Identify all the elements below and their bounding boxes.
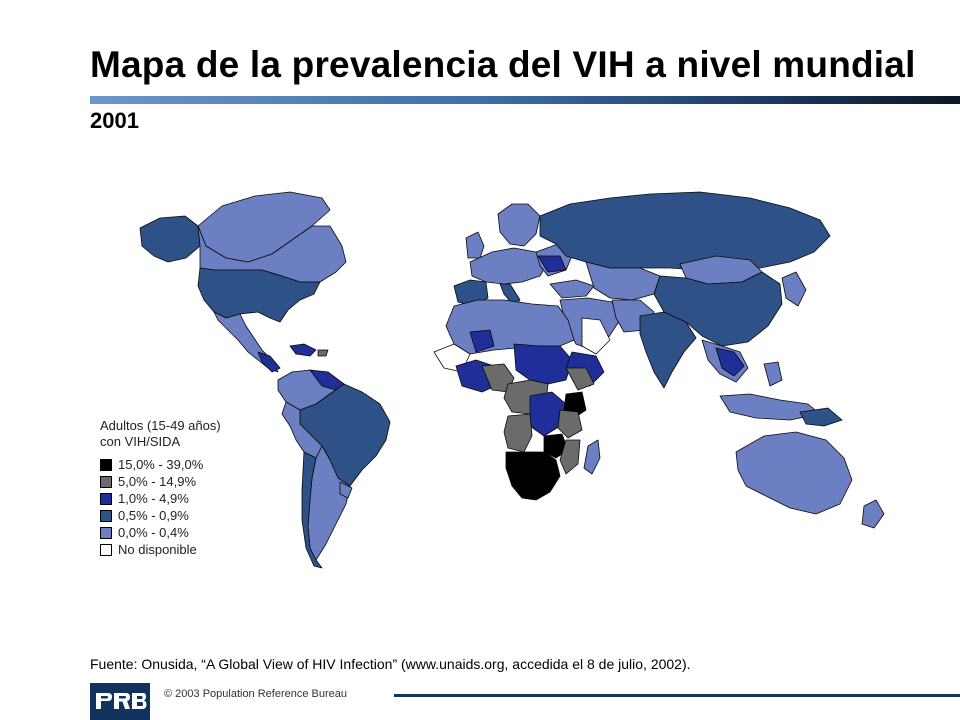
western-europe-region <box>469 247 549 285</box>
legend-item: 1,0% - 4,9% <box>100 490 221 507</box>
korea-japan-region <box>781 271 807 307</box>
source-note: Fuente: Onusida, “A Global View of HIV I… <box>90 656 691 672</box>
legend-swatch <box>100 492 112 505</box>
legend-label: No disponible <box>118 542 197 557</box>
mozambique-medium <box>559 439 581 475</box>
philippines-region <box>763 361 783 387</box>
alaska-region <box>139 215 201 263</box>
thailand-cambodia-high <box>715 347 745 377</box>
legend-item: 0,5% - 0,9% <box>100 507 221 524</box>
title-underline-bar <box>90 96 960 104</box>
copyright-text: © 2003 Population Reference Bureau <box>164 688 348 700</box>
footer-rule <box>394 694 960 697</box>
central-north-africa-high <box>513 343 573 385</box>
page-subtitle-year: 2001 <box>90 108 139 133</box>
page-title: Mapa de la prevalencia del VIH a nivel m… <box>90 44 916 85</box>
ethiopia-medium <box>565 367 595 391</box>
caribbean-region <box>289 343 317 357</box>
china-region <box>653 271 783 347</box>
legend-title: Adultos (15-49 años) con VIH/SIDA <box>100 418 221 449</box>
legend-item: 5,0% - 14,9% <box>100 473 221 490</box>
legend-swatch <box>100 509 112 522</box>
uk-ireland-region <box>465 231 485 259</box>
legend-item: 0,0% - 0,4% <box>100 524 221 541</box>
new-zealand-region <box>861 499 885 529</box>
legend-item: No disponible <box>100 541 221 558</box>
iberia-region <box>453 279 489 307</box>
legend-swatch <box>100 543 112 556</box>
uruguay-region <box>339 481 353 499</box>
scandinavia-region <box>497 203 541 247</box>
ukraine-region <box>537 255 567 273</box>
legend-swatch <box>100 475 112 488</box>
legend-label: 15,0% - 39,0% <box>118 457 204 472</box>
madagascar-region <box>583 439 601 475</box>
legend-swatch <box>100 458 112 471</box>
map-legend: Adultos (15-49 años) con VIH/SIDA 15,0% … <box>100 418 221 558</box>
legend-swatch <box>100 526 112 539</box>
mauritania-mali-high <box>469 329 495 353</box>
png-region <box>799 407 843 427</box>
australia-region <box>735 431 853 515</box>
angola-medium <box>503 413 533 453</box>
haiti-region <box>317 349 329 357</box>
arabia-unavailable <box>581 317 611 355</box>
chile-region <box>301 451 323 569</box>
legend-item: 15,0% - 39,0% <box>100 456 221 473</box>
central-america-high <box>257 351 281 373</box>
legend-label: 5,0% - 14,9% <box>118 474 197 489</box>
legend-label: 0,0% - 0,4% <box>118 525 189 540</box>
legend-label: 1,0% - 4,9% <box>118 491 189 506</box>
legend-label: 0,5% - 0,9% <box>118 508 189 523</box>
prb-logo <box>90 683 150 720</box>
tanzania-medium <box>557 409 583 439</box>
southern-africa-black <box>505 451 561 501</box>
turkey-region <box>549 279 595 299</box>
russia-region <box>539 191 831 273</box>
